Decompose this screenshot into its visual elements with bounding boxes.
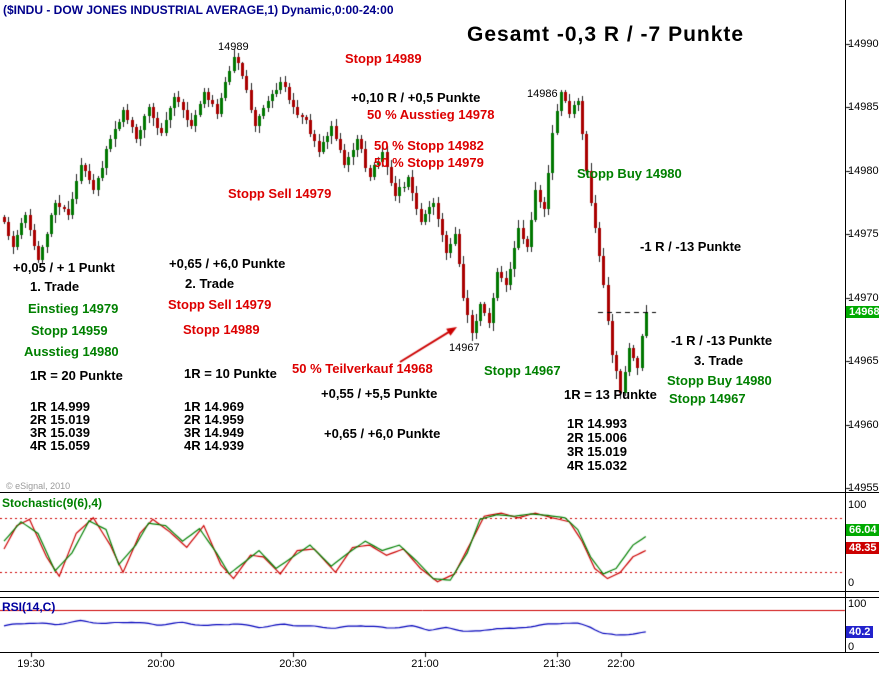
annotation: -1 R / -13 Punkte — [671, 333, 773, 348]
annotation: 14967 — [449, 342, 480, 354]
annotation: +0,10 R / +0,5 Punkte — [351, 90, 481, 105]
time-axis-label: 22:00 — [607, 658, 635, 670]
annotation: 3R 15.039 — [30, 425, 90, 440]
rsi-scale-label: 100 — [848, 598, 867, 610]
annotation: Gesamt -0,3 R / -7 Punkte — [467, 23, 745, 46]
annotation: 50 % Stopp 14982 — [374, 138, 484, 153]
stochastic-value-badge: 66.04 — [846, 524, 879, 536]
time-axis-label: 21:30 — [543, 658, 571, 670]
panel-separator — [0, 652, 879, 653]
annotation: 1R 14.999 — [30, 399, 90, 414]
annotation: 2R 15.019 — [30, 412, 90, 427]
annotation: 4R 15.059 — [30, 438, 90, 453]
annotation: Stopp 14989 — [345, 51, 422, 66]
rsi-indicator-label: RSI(14,C) — [2, 600, 56, 614]
annotation: Stopp Sell 14979 — [228, 186, 332, 201]
annotation: Stopp 14989 — [183, 322, 260, 337]
annotation: 1R = 10 Punkte — [184, 366, 277, 381]
time-axis-label: 19:30 — [17, 658, 45, 670]
annotation: +0,65 / +6,0 Punkte — [169, 256, 286, 271]
price-axis-label: 14990.00 — [848, 38, 879, 50]
annotation: 14986 — [527, 88, 558, 100]
annotation: 1. Trade — [30, 279, 80, 294]
annotation: Ausstieg 14980 — [24, 344, 119, 359]
last-price-badge: 14968.89 — [846, 306, 879, 318]
annotation: 1R 14.993 — [567, 416, 627, 431]
price-axis-label: 14955.00 — [848, 482, 879, 494]
price-axis-label: 14970.00 — [848, 292, 879, 304]
annotation: +0,65 / +6,0 Punkte — [324, 426, 441, 441]
annotation: 2. Trade — [185, 276, 235, 291]
stochastic-scale-label: 100 — [848, 499, 867, 511]
annotation: 50 % Ausstieg 14978 — [367, 107, 495, 122]
copyright-label: © eSignal, 2010 — [6, 481, 71, 491]
annotation: 1R = 20 Punkte — [30, 368, 123, 383]
time-axis-label: 20:30 — [279, 658, 307, 670]
rsi-scale-label: 0 — [848, 641, 855, 653]
annotation: Stopp 14959 — [31, 323, 108, 338]
price-axis-label: 14960.00 — [848, 419, 879, 431]
panel-separator — [0, 597, 879, 598]
stochastic-value-badge: 48.35 — [846, 542, 879, 554]
annotation: 3. Trade — [694, 353, 744, 368]
annotation: Stopp 14967 — [669, 391, 746, 406]
annotation: 4R 15.032 — [567, 458, 627, 473]
annotation: 3R 15.019 — [567, 444, 627, 459]
annotation: Stopp 14967 — [484, 363, 561, 378]
panel-separator — [0, 492, 879, 493]
annotation: 3R 14.949 — [184, 425, 244, 440]
time-axis-label: 21:00 — [411, 658, 439, 670]
price-axis-label: 14980.00 — [848, 165, 879, 177]
price-axis-label: 14985.00 — [848, 101, 879, 113]
annotation: 4R 14.939 — [184, 438, 244, 453]
annotation: 1R = 13 Punkte — [564, 387, 657, 402]
annotation: +0,05 / + 1 Punkt — [13, 260, 115, 275]
chart-title: ($INDU - DOW JONES INDUSTRIAL AVERAGE,1)… — [3, 3, 394, 17]
annotation: +0,55 / +5,5 Punkte — [321, 386, 438, 401]
price-axis-label: 14975.00 — [848, 228, 879, 240]
annotation: 50 % Teilverkauf 14968 — [292, 361, 433, 376]
annotation: 2R 14.959 — [184, 412, 244, 427]
rsi-value-badge: 40.2 — [846, 626, 874, 638]
price-axis-label: 14965.00 — [848, 355, 879, 367]
stochastic-indicator-label: Stochastic(9(6),4) — [2, 496, 103, 510]
annotation: Einstieg 14979 — [28, 301, 119, 316]
annotation: Stopp Buy 14980 — [667, 373, 772, 388]
time-axis-label: 20:00 — [147, 658, 175, 670]
annotation: 50 % Stopp 14979 — [374, 155, 484, 170]
stochastic-scale-label: 0 — [848, 577, 855, 589]
annotation: Stopp Sell 14979 — [168, 297, 272, 312]
annotation: 1R 14.969 — [184, 399, 244, 414]
annotation: 2R 15.006 — [567, 430, 627, 445]
annotation: -1 R / -13 Punkte — [640, 239, 742, 254]
price-axis-divider — [845, 0, 846, 652]
panel-separator — [0, 591, 879, 592]
annotation: Stopp Buy 14980 — [577, 166, 682, 181]
annotation: 14989 — [218, 41, 249, 53]
